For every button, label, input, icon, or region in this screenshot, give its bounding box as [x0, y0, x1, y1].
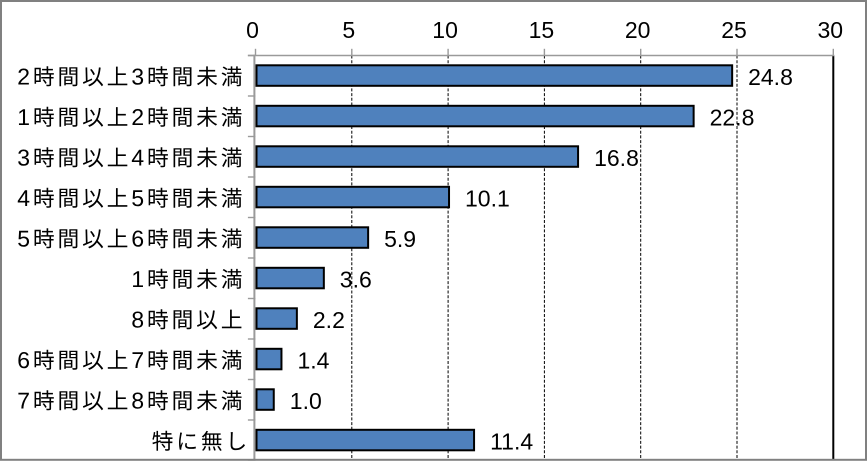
svg-text:24.8: 24.8: [748, 64, 793, 90]
svg-text:16.8: 16.8: [594, 145, 639, 171]
svg-text:25: 25: [721, 17, 747, 43]
svg-text:5: 5: [342, 17, 355, 43]
svg-text:3.6: 3.6: [340, 267, 372, 293]
svg-text:1.0: 1.0: [290, 388, 322, 414]
svg-text:10: 10: [432, 17, 458, 43]
svg-text:11.4: 11.4: [490, 429, 533, 455]
svg-text:20: 20: [625, 17, 651, 43]
svg-text:0: 0: [246, 17, 259, 43]
svg-text:10.1: 10.1: [465, 186, 510, 212]
svg-text:30: 30: [818, 17, 844, 43]
svg-text:2.2: 2.2: [313, 307, 345, 333]
svg-text:15: 15: [529, 17, 555, 43]
svg-text:22.8: 22.8: [710, 105, 755, 131]
svg-text:1.4: 1.4: [298, 348, 330, 374]
svg-text:5.9: 5.9: [384, 226, 416, 252]
